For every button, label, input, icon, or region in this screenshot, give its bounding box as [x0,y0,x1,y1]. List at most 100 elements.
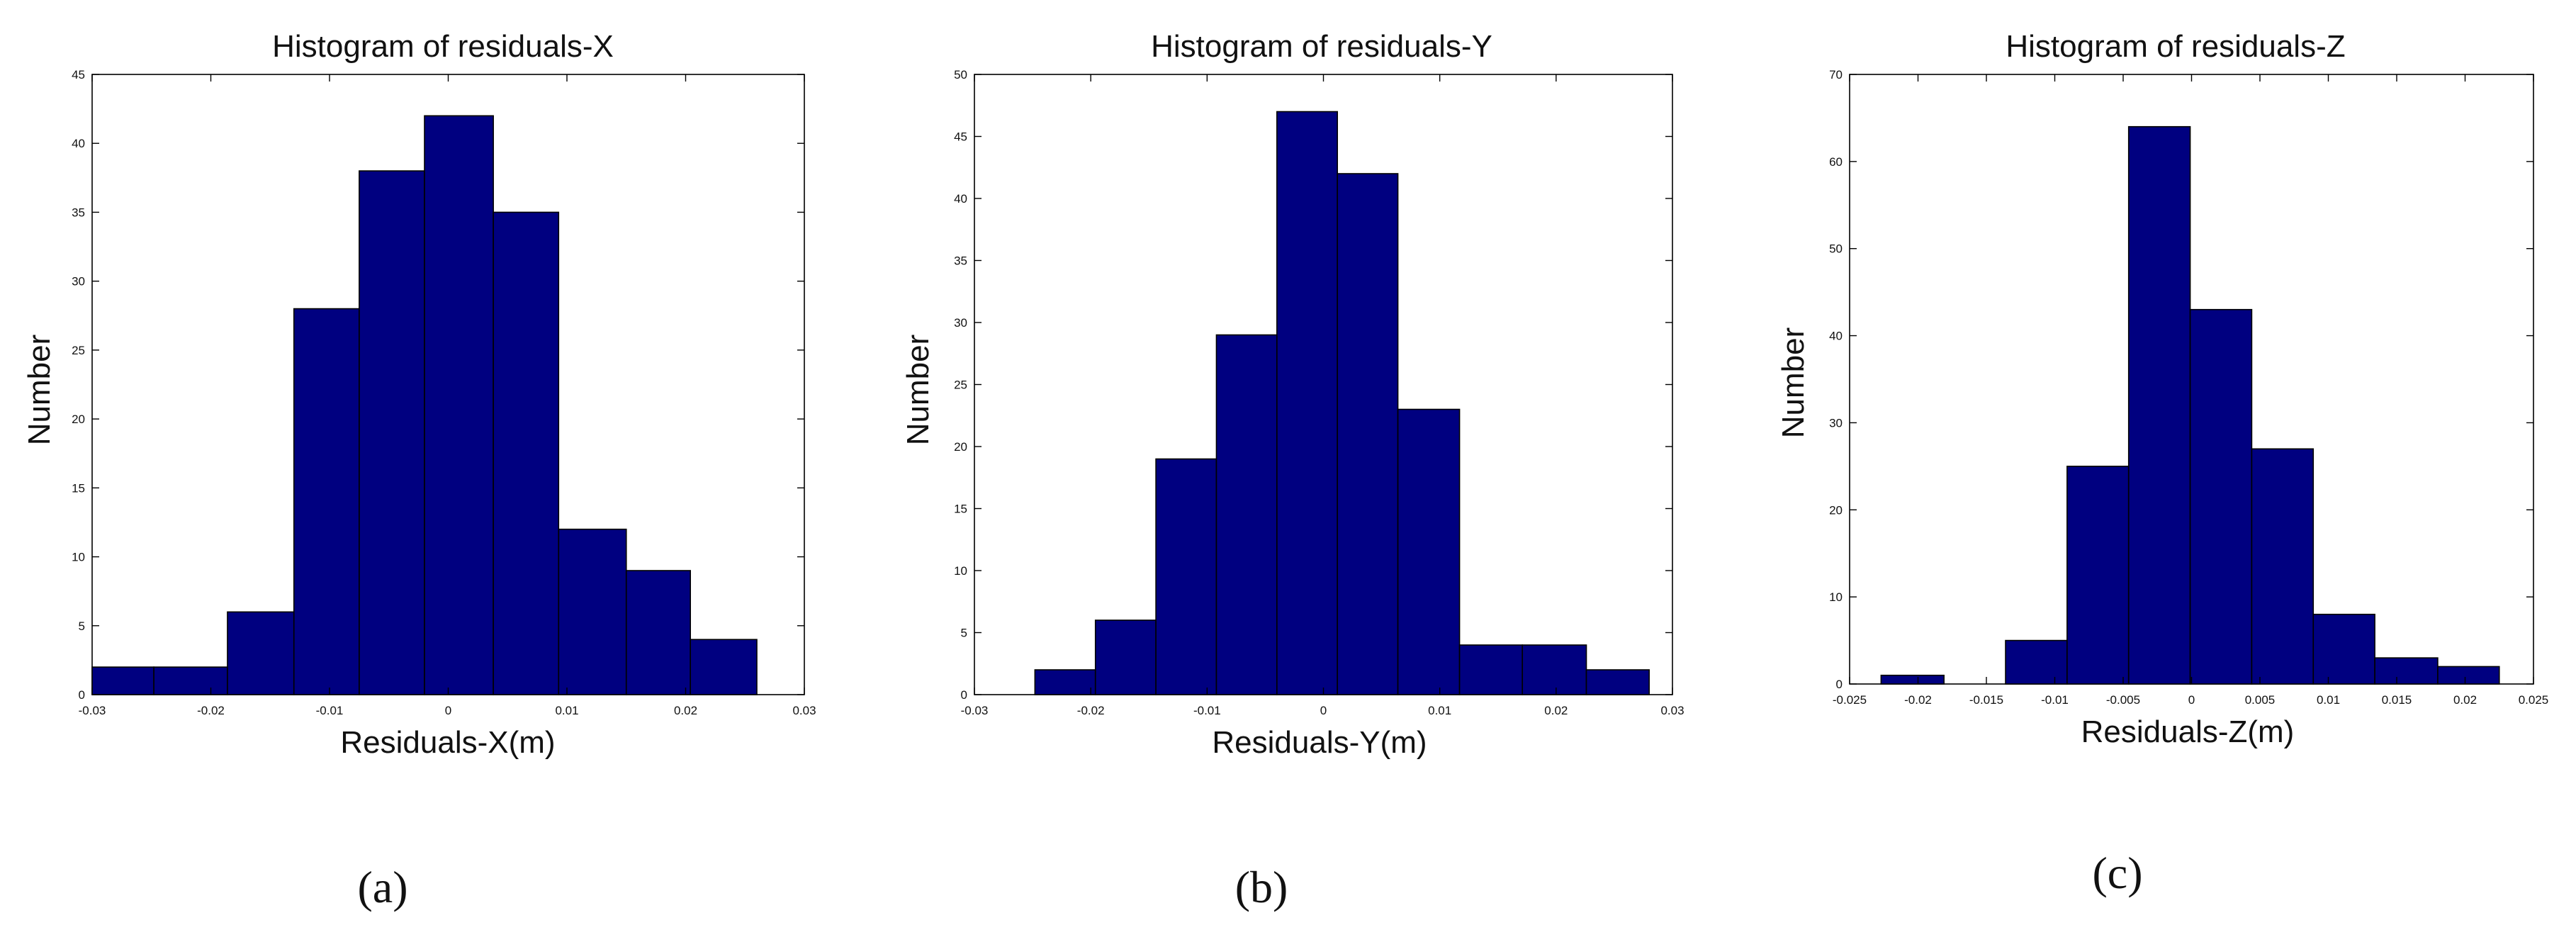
panel-c-bar-3 [2066,466,2130,685]
panel-b-ytick-label-8: 40 [954,192,967,206]
panel-a-ytick-label-0: 0 [79,688,85,702]
panel-a-xlabel: Residuals-X(m) [340,725,555,760]
panel-b-bar-3 [1215,334,1278,695]
panel-b-bar-7 [1458,644,1524,695]
panel-c-ytick-label-3: 30 [1829,416,1843,430]
panel-c-bar-9 [2437,666,2500,685]
panel-c-ytick-label-7: 70 [1829,68,1843,82]
panel-c-xtick-label-10: 0.025 [2519,693,2549,707]
panel-a-bar-4 [359,170,425,695]
panel-b-xtick-label-4: 0.01 [1428,704,1451,717]
panel-a-ytick-label-4: 20 [72,413,85,426]
panel-b-bar-8 [1522,644,1587,695]
panel-c-xtick-label-6: 0.005 [2245,693,2276,707]
panel-c-ytick-label-1: 10 [1829,590,1843,604]
panel-c-ytick-label-2: 20 [1829,503,1843,517]
panel-a-xtick-label-0: -0.03 [79,704,106,717]
panel-c-xtick-label-9: 0.02 [2453,693,2477,707]
panel-a-xtick-label-1: -0.02 [197,704,225,717]
panel-a-label: (a) [357,861,407,914]
panel-c-ytick-label-4: 40 [1829,330,1843,343]
panel-a: Histogram of residuals-X -0.03 -0.02 -0.01… [22,29,816,760]
panel-c-xlabel: Residuals-Z(m) [2081,714,2295,749]
panel-b-ytick-label-1: 5 [961,627,967,640]
panel-c-xtick-label-4: -0.005 [2106,693,2140,707]
panel-c-bar-8 [2374,657,2439,685]
panel-b-ytick-label-10: 50 [954,68,967,82]
panel-b-xtick-label-5: 0.02 [1544,704,1568,717]
panel-a-bar-7 [558,528,627,695]
panel-a-bar-3 [293,308,360,695]
panel-a-ytick-label-1: 5 [79,619,85,633]
panel-a-ytick-label-8: 40 [72,137,85,150]
panel-c-ylabel: Number [1776,327,1811,439]
panel-b-bar-9 [1585,669,1650,695]
panel-c-ytick-label-5: 50 [1829,242,1843,256]
panel-a-ytick-label-6: 30 [72,275,85,288]
panel-b-ytick-label-9: 45 [954,130,967,144]
panel-c-bar-0 [1880,674,1945,685]
panel-c-xtick-label-8: 0.015 [2382,693,2412,707]
panel-b-xtick-label-2: -0.01 [1193,704,1221,717]
panel-b-xtick-label-0: -0.03 [961,704,989,717]
panel-c-title: Histogram of residuals-Z [2006,29,2345,64]
panel-c-xtick-label-5: 0 [2188,693,2195,707]
panel-b-bar-1 [1094,619,1157,695]
panel-b-title: Histogram of residuals-Y [1151,29,1492,64]
panel-a-ytick-label-5: 25 [72,344,85,357]
panel-a-bar-0 [91,666,154,695]
panel-a-xtick-label-6: 0.03 [792,704,816,717]
panel-c-xtick-label-2: -0.015 [1969,693,2003,707]
panel-b-bar-6 [1397,408,1461,695]
panel-a-xtick-label-4: 0.01 [555,704,578,717]
panel-b-ytick-label-3: 15 [954,503,967,516]
panel-b-bar-4 [1276,111,1339,695]
panel-b-xtick-label-1: -0.02 [1077,704,1105,717]
panel-a-bar-2 [227,611,295,695]
panel-c-xtick-label-0: -0.025 [1833,693,1867,707]
panel-a-ytick-label-7: 35 [72,206,85,219]
panel-b-ytick-label-7: 35 [954,254,967,268]
panel-b-label: (b) [1235,861,1288,914]
panel-a-bar-9 [690,639,758,695]
panel-a-xtick-label-3: 0 [445,704,451,717]
panel-b-xlabel: Residuals-Y(m) [1212,725,1427,760]
panel-b-bar-5 [1337,173,1399,695]
panel-b-ytick-label-0: 0 [961,688,967,702]
panel-a-ytick-label-9: 45 [72,68,85,82]
panel-b-ytick-label-4: 20 [954,440,967,454]
panel-a-bar-5 [424,115,494,695]
panel-c-xtick-label-3: -0.01 [2041,693,2069,707]
panel-a-ytick-label-2: 10 [72,551,85,564]
panel-b-ylabel: Number [901,335,935,446]
panel-c-bar-4 [2127,125,2191,685]
panel-c-ytick-label-0: 0 [1836,678,1843,691]
panel-b-xtick-label-6: 0.03 [1660,704,1684,717]
panel-a-ytick-label-3: 15 [72,481,85,495]
panel-c-bar-5 [2189,308,2253,685]
panel-b-plot: -0.03 -0.02 -0.01 0 0.01 0.02 0.03 0 5 10 15 20 25 30… [954,68,1684,717]
panel-c-xtick-label-1: -0.02 [1904,693,1932,707]
panel-b-ytick-label-5: 25 [954,379,967,392]
panel-a-title: Histogram of residuals-X [272,29,614,64]
panel-a-ylabel: Number [22,335,57,446]
panel-b: Histogram of residuals-Y -0.03 -0.02 -0.01… [901,29,1684,760]
panel-c-bar-2 [2005,639,2068,685]
panel-b-label-text: (b) [1234,862,1288,912]
panel-c-label: (c) [2092,847,2142,899]
panel-b-xtick-label-3: 0 [1320,704,1327,717]
panel-c-label-text: (c) [2092,848,2143,898]
panel-a-xtick-label-2: -0.01 [316,704,344,717]
panel-c-bar-6 [2251,448,2315,685]
panel-c-bar-7 [2312,613,2375,685]
panel-b-bar-2 [1155,458,1217,695]
panel-a-xtick-label-5: 0.02 [674,704,697,717]
panel-a-bar-1 [153,666,228,695]
panel-c-plot: -0.025 -0.02 -0.015 -0.01 -0.005 0 0.005 0.01 0.… [1829,68,2548,707]
panel-c-xtick-label-7: 0.01 [2317,693,2340,707]
panel-a-bar-8 [625,570,691,695]
panel-b-ytick-label-6: 30 [954,316,967,330]
panel-c: Histogram of residuals-Z -0.025 -0.02 -0.0… [1776,29,2548,749]
panel-b-bar-0 [1034,669,1096,695]
